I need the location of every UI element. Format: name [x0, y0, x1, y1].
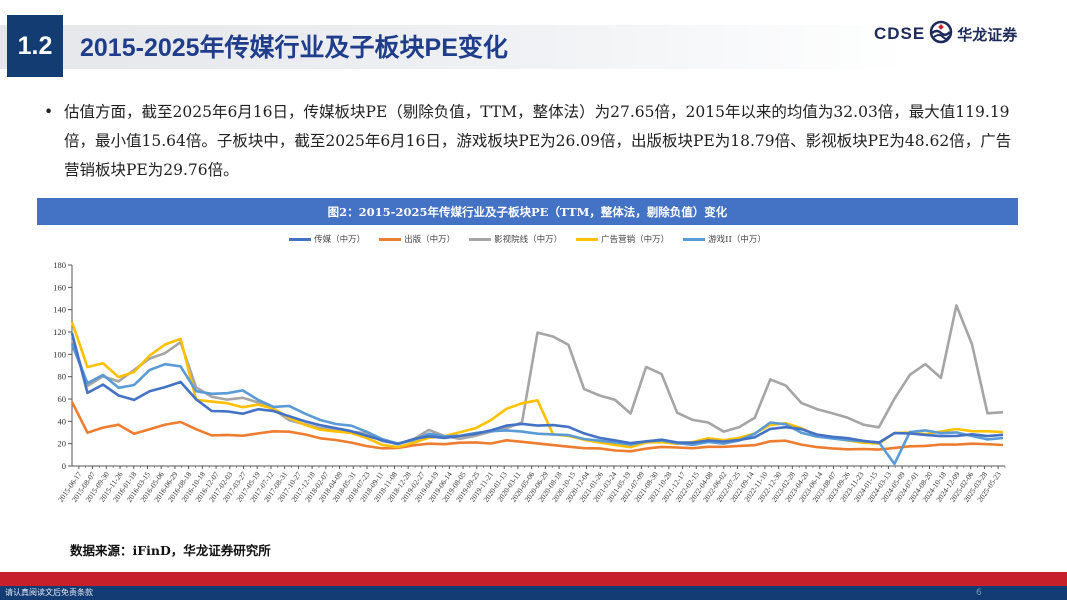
logo-text: CDSE — [874, 24, 926, 43]
legend-label: 广告营销（中万） — [601, 235, 670, 245]
svg-text:60: 60 — [58, 394, 67, 404]
logo-cn: 华龙证券 — [957, 25, 1018, 44]
svg-text:40: 40 — [58, 416, 67, 426]
legend-swatch — [576, 237, 599, 241]
svg-text:140: 140 — [53, 305, 66, 315]
svg-text:20: 20 — [58, 439, 67, 449]
footer-blue-stripe — [0, 586, 1067, 600]
legend-swatch — [683, 237, 706, 241]
legend-label: 游戏II（中万） — [708, 235, 766, 245]
footer-red-stripe — [0, 572, 1067, 586]
svg-text:80: 80 — [58, 372, 67, 382]
legend-swatch — [289, 237, 312, 241]
page-title: 2015-2025年传媒行业及子板块PE变化 — [80, 34, 508, 62]
bullet-text: 估值方面，截至2025年6月16日，传媒板块PE（剔除负值，TTM，整体法）为2… — [64, 103, 1012, 179]
header-band — [0, 25, 1067, 69]
summary-bullet: • 估值方面，截至2025年6月16日，传媒板块PE（剔除负值，TTM，整体法）… — [44, 98, 1024, 185]
figure-title: 图2：2015-2025年传媒行业及子板块PE（TTM，整体法，剔除负值）变化 — [37, 198, 1018, 225]
brand-logo: CDSE 华龙证券 — [874, 20, 1017, 48]
chart-plot-area: 0204060801001201401601802015-06-172015-0… — [53, 260, 1006, 504]
svg-text:180: 180 — [53, 260, 66, 270]
pe-line-chart: 传媒（中万） 出版（中万） 影视院线（中万） 广告营销（中万） 游戏II（中万） 0 20… — [37, 225, 1018, 545]
bullet-icon: • — [44, 103, 54, 121]
legend-swatch — [379, 237, 402, 241]
legend-item: 广告营销（中万） — [576, 233, 669, 245]
data-source: 数据来源：iFinD，华龙证券研究所 — [70, 543, 271, 558]
svg-text:100: 100 — [53, 349, 66, 359]
legend-item: 传媒（中万） — [289, 233, 365, 245]
page-number: 6 — [976, 588, 982, 598]
legend-label: 传媒（中万） — [314, 235, 366, 245]
svg-text:0: 0 — [62, 461, 66, 471]
footer-disclaimer[interactable]: 请认真阅读文后免责条款 — [5, 588, 93, 597]
legend-swatch — [469, 237, 492, 241]
section-number: 1.2 — [7, 15, 63, 77]
wave-globe-icon — [929, 20, 953, 48]
chart-legend: 传媒（中万） 出版（中万） 影视院线（中万） 广告营销（中万） 游戏II（中万） — [37, 233, 1018, 245]
svg-text:160: 160 — [53, 282, 66, 292]
legend-label: 出版（中万） — [404, 235, 456, 245]
svg-text:120: 120 — [53, 327, 66, 337]
legend-item: 影视院线（中万） — [469, 233, 562, 245]
legend-label: 影视院线（中万） — [494, 235, 563, 245]
legend-item: 游戏II（中万） — [683, 233, 766, 245]
legend-item: 出版（中万） — [379, 233, 455, 245]
